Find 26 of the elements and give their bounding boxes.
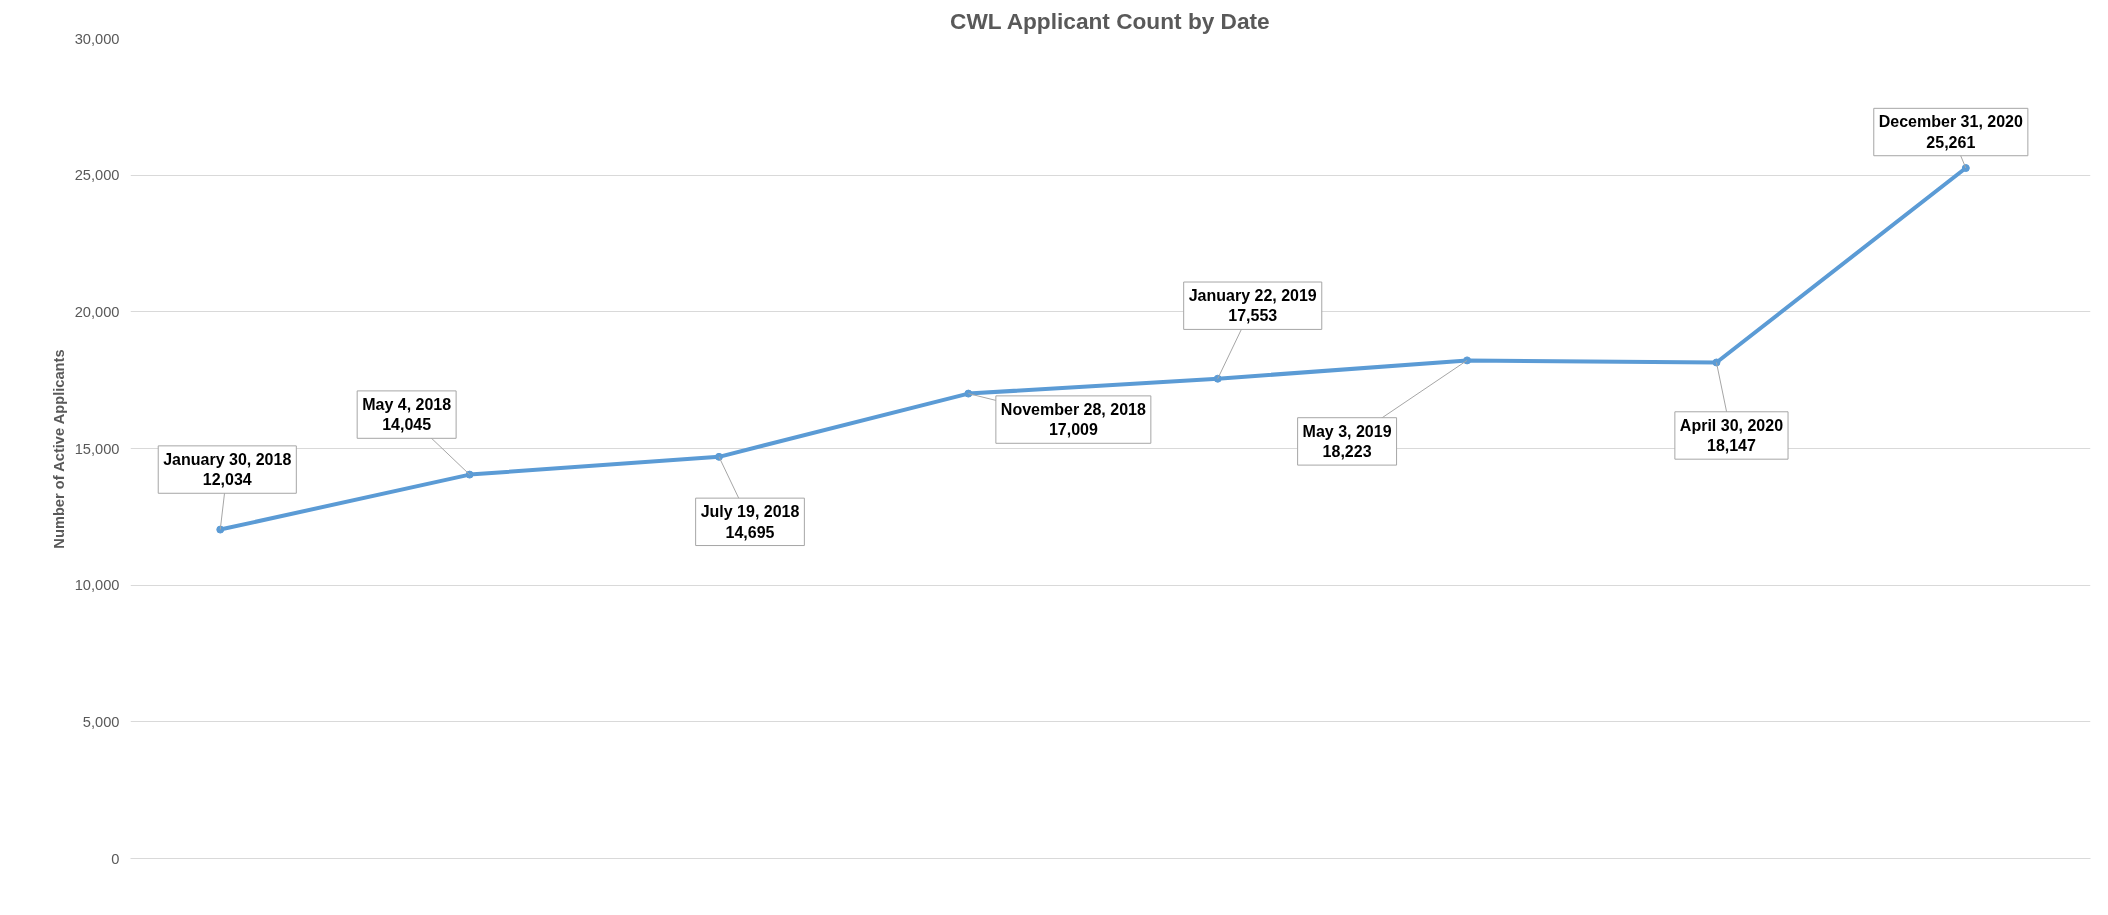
y-tick-label: 10,000 <box>74 577 120 594</box>
data-label: 18,147 <box>1706 437 1757 455</box>
x-tick-label: January 30, 2018 <box>163 450 292 468</box>
data-label: 18,223 <box>1322 443 1372 461</box>
x-tick-label: July 19, 2018 <box>700 503 800 521</box>
x-tick-label: November 28, 2018 <box>1000 400 1146 418</box>
data-label: 17,009 <box>1048 421 1098 439</box>
y-tick-label: 25,000 <box>74 167 120 184</box>
x-tick-label: April 30, 2020 <box>1679 416 1784 434</box>
data-label: 14,045 <box>382 416 432 434</box>
y-tick-label: 20,000 <box>74 303 120 320</box>
data-label: 25,261 <box>1926 133 1976 151</box>
x-tick-label: January 22, 2019 <box>1188 287 1317 305</box>
y-axis-title: Number of Active Applicants <box>50 349 67 549</box>
x-tick-label: May 3, 2019 <box>1302 422 1392 440</box>
chart-title: CWL Applicant Count by Date <box>950 7 1270 34</box>
data-label: 17,553 <box>1228 307 1278 325</box>
y-tick-label: 30,000 <box>74 30 120 47</box>
x-tick-label: December 31, 2020 <box>1878 113 2023 131</box>
data-label: 12,034 <box>202 471 252 489</box>
y-tick-label: 5,000 <box>82 713 120 730</box>
y-tick-label: 15,000 <box>74 440 120 457</box>
data-label: 14,695 <box>725 523 775 541</box>
point <box>465 470 474 479</box>
x-tick-label: May 4, 2018 <box>362 395 452 413</box>
y-tick-label: 0 <box>111 850 120 867</box>
